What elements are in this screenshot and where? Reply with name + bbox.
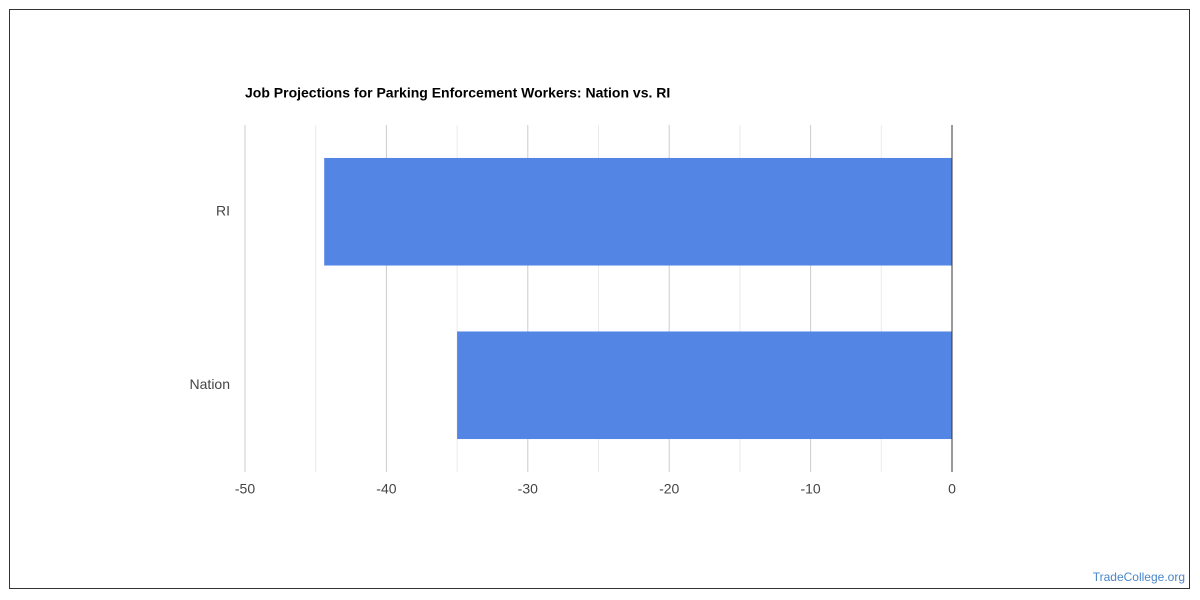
chart-title: Job Projections for Parking Enforcement … — [245, 85, 670, 101]
source-label: TradeCollege.org — [1093, 570, 1185, 584]
y-tick-label: RI — [216, 202, 230, 218]
frame — [9, 9, 1190, 589]
bar — [324, 157, 953, 266]
x-tick-label: -50 — [235, 481, 255, 497]
x-tick-label: -30 — [518, 481, 538, 497]
x-tick-label: 0 — [948, 481, 956, 497]
x-tick-label: -10 — [800, 481, 820, 497]
y-tick-label: Nation — [190, 376, 230, 392]
bar — [457, 331, 952, 440]
x-tick-label: -40 — [376, 481, 396, 497]
x-tick-label: -20 — [659, 481, 679, 497]
